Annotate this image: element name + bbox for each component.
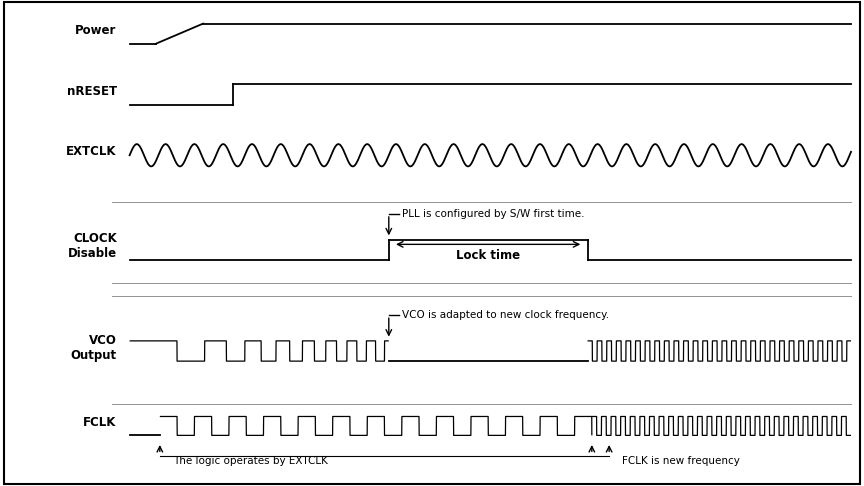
Text: nRESET: nRESET [67,85,117,98]
Text: The logic operates by EXTCLK: The logic operates by EXTCLK [173,456,327,466]
Text: VCO is adapted to new clock frequency.: VCO is adapted to new clock frequency. [402,310,609,320]
Text: PLL is configured by S/W first time.: PLL is configured by S/W first time. [402,209,584,219]
Text: Power: Power [75,24,117,37]
Text: EXTCLK: EXTCLK [67,145,117,158]
Text: Lock time: Lock time [456,249,520,262]
Text: FCLK is new frequency: FCLK is new frequency [622,456,740,466]
Text: VCO
Output: VCO Output [71,333,117,362]
Text: FCLK: FCLK [83,416,117,429]
Text: CLOCK
Disable: CLOCK Disable [67,232,117,260]
